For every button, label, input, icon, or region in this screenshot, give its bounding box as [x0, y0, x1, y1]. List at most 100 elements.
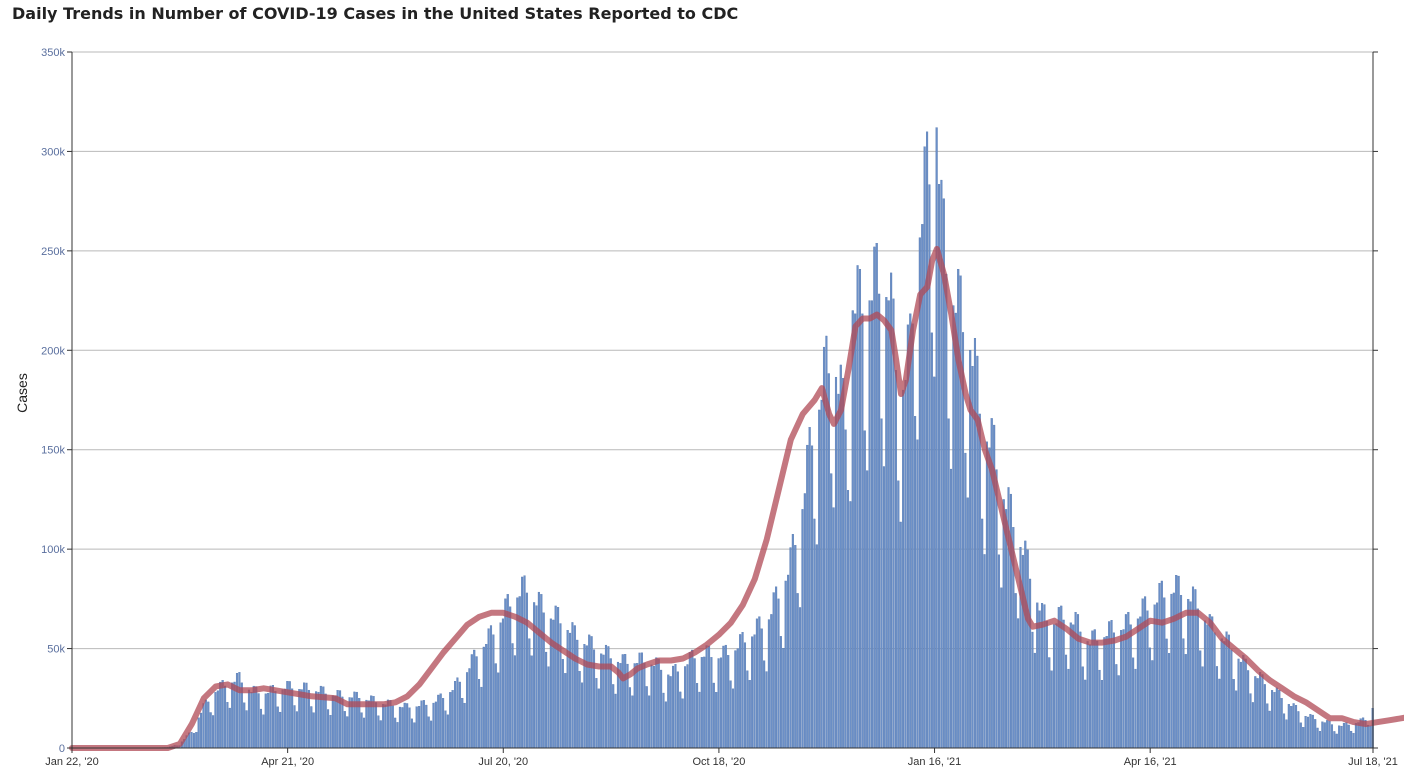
daily-case-bar[interactable] [264, 693, 267, 749]
daily-case-bar[interactable] [540, 594, 543, 749]
daily-case-bar[interactable] [1168, 653, 1171, 749]
daily-case-bar[interactable] [427, 716, 430, 749]
daily-case-bar[interactable] [755, 618, 758, 749]
daily-case-bar[interactable] [216, 690, 219, 749]
daily-case-bar[interactable] [1160, 580, 1163, 749]
daily-case-bar[interactable] [664, 701, 667, 749]
daily-case-bar[interactable] [842, 378, 845, 749]
daily-case-bar[interactable] [343, 711, 346, 749]
daily-case-bar[interactable] [1335, 733, 1338, 749]
daily-case-bar[interactable] [1024, 540, 1027, 749]
daily-case-bar[interactable] [1354, 723, 1357, 749]
daily-case-bar[interactable] [873, 246, 876, 749]
daily-case-bar[interactable] [743, 642, 747, 749]
daily-case-bar[interactable] [291, 688, 294, 749]
daily-case-bar[interactable] [1280, 698, 1283, 749]
daily-case-bar[interactable] [926, 131, 929, 749]
daily-case-bar[interactable] [485, 644, 488, 749]
daily-case-bar[interactable] [561, 659, 564, 749]
daily-case-bar[interactable] [1347, 724, 1350, 749]
daily-case-bar[interactable] [566, 630, 569, 749]
daily-case-bar[interactable] [283, 688, 286, 749]
daily-case-bar[interactable] [394, 717, 397, 749]
daily-case-bar[interactable] [899, 521, 902, 749]
daily-case-bar[interactable] [971, 366, 974, 749]
daily-case-bar[interactable] [882, 466, 885, 749]
daily-case-bar[interactable] [1328, 721, 1331, 749]
daily-case-bar[interactable] [511, 643, 514, 749]
daily-case-bar[interactable] [648, 695, 651, 749]
daily-case-bar[interactable] [403, 702, 406, 749]
daily-case-bar[interactable] [569, 632, 572, 749]
daily-case-bar[interactable] [813, 518, 816, 749]
daily-case-bar[interactable] [794, 545, 797, 749]
daily-case-bar[interactable] [355, 691, 358, 749]
daily-case-bar[interactable] [839, 364, 842, 749]
daily-case-bar[interactable] [820, 399, 823, 749]
daily-case-bar[interactable] [782, 647, 785, 749]
daily-case-bar[interactable] [1005, 509, 1008, 749]
daily-case-bar[interactable] [1223, 641, 1226, 749]
daily-case-bar[interactable] [1132, 657, 1135, 749]
daily-case-bar[interactable] [1062, 619, 1065, 749]
daily-case-bar[interactable] [655, 657, 658, 749]
daily-case-bar[interactable] [686, 664, 689, 749]
daily-case-bar[interactable] [276, 706, 279, 749]
daily-case-bar[interactable] [1031, 631, 1034, 749]
daily-case-bar[interactable] [930, 332, 933, 749]
daily-case-bar[interactable] [413, 722, 416, 749]
daily-case-bar[interactable] [1266, 703, 1269, 749]
daily-case-bar[interactable] [851, 310, 854, 749]
daily-case-bar[interactable] [430, 720, 433, 749]
daily-case-bar[interactable] [415, 706, 418, 749]
daily-case-bar[interactable] [1055, 623, 1058, 749]
daily-case-bar[interactable] [688, 652, 691, 749]
daily-case-bar[interactable] [1220, 638, 1223, 749]
daily-case-bar[interactable] [1330, 724, 1334, 749]
daily-case-bar[interactable] [770, 614, 773, 749]
daily-case-bar[interactable] [1148, 647, 1151, 749]
daily-case-bar[interactable] [894, 370, 897, 749]
daily-case-bar[interactable] [362, 717, 366, 749]
daily-case-bar[interactable] [257, 693, 260, 749]
daily-case-bar[interactable] [1211, 616, 1214, 749]
daily-case-bar[interactable] [700, 657, 703, 749]
daily-case-bar[interactable] [1297, 711, 1300, 749]
daily-case-bar[interactable] [482, 646, 485, 749]
daily-case-bar[interactable] [1316, 727, 1319, 749]
daily-case-bar[interactable] [981, 518, 984, 749]
daily-case-bar[interactable] [660, 669, 663, 749]
daily-case-bar[interactable] [760, 628, 763, 749]
daily-case-bar[interactable] [808, 427, 811, 749]
daily-case-bar[interactable] [1100, 680, 1104, 749]
daily-case-bar[interactable] [1306, 716, 1310, 749]
daily-case-bar[interactable] [607, 646, 610, 749]
daily-case-bar[interactable] [902, 389, 905, 749]
daily-case-bar[interactable] [1237, 658, 1240, 749]
daily-case-bar[interactable] [250, 692, 253, 749]
daily-case-bar[interactable] [834, 376, 838, 749]
daily-case-bar[interactable] [1189, 601, 1192, 749]
daily-case-bar[interactable] [537, 591, 540, 749]
daily-case-bar[interactable] [633, 663, 636, 749]
daily-case-bar[interactable] [1304, 716, 1307, 749]
daily-case-bar[interactable] [909, 313, 912, 749]
daily-case-bar[interactable] [846, 490, 850, 749]
daily-case-bar[interactable] [444, 710, 447, 749]
daily-case-bar[interactable] [300, 689, 303, 749]
daily-case-bar[interactable] [480, 686, 483, 749]
daily-case-bar[interactable] [1206, 624, 1209, 749]
daily-case-bar[interactable] [545, 651, 548, 749]
daily-case-bar[interactable] [1215, 666, 1219, 749]
daily-case-bar[interactable] [1294, 705, 1298, 749]
daily-case-bar[interactable] [1225, 631, 1228, 749]
daily-case-bar[interactable] [463, 702, 466, 749]
daily-case-bar[interactable] [1254, 676, 1257, 749]
daily-case-bar[interactable] [1105, 636, 1108, 749]
daily-case-bar[interactable] [461, 698, 464, 749]
daily-case-bar[interactable] [1340, 725, 1343, 749]
daily-case-bar[interactable] [1117, 675, 1120, 749]
daily-case-bar[interactable] [763, 660, 766, 749]
daily-case-bar[interactable] [861, 313, 864, 749]
daily-case-bar[interactable] [811, 445, 814, 749]
